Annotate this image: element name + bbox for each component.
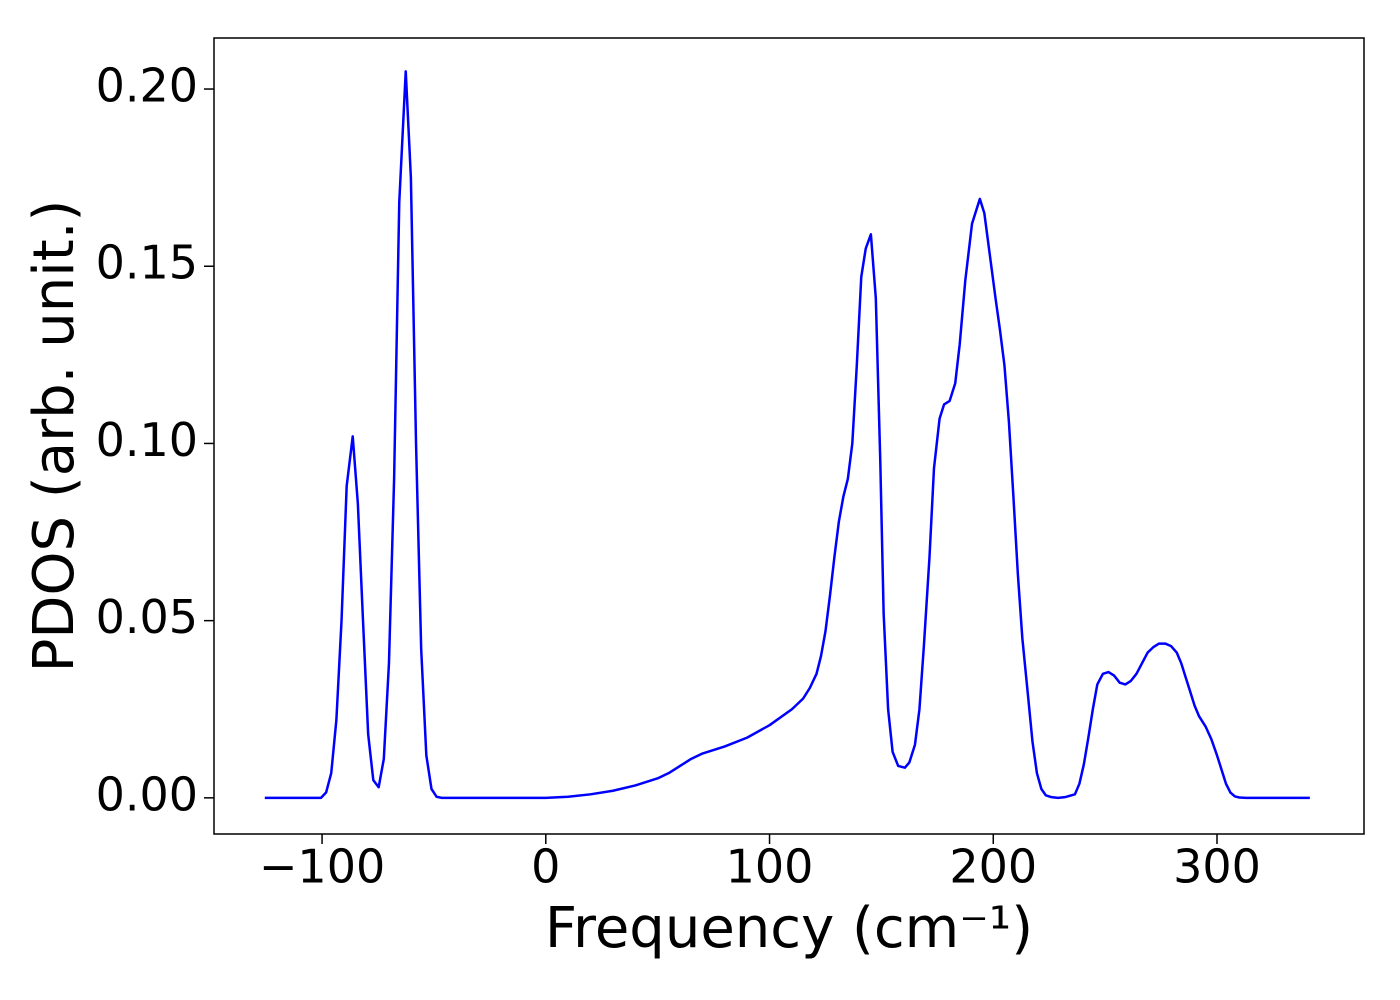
x-tick-label: 0 [531, 840, 560, 894]
plot-frame [213, 37, 1365, 835]
x-tick-label: 200 [949, 840, 1037, 894]
y-tick-label: 0.10 [96, 413, 198, 467]
y-tick-label: 0.00 [96, 767, 198, 821]
y-tick-label: 0.20 [96, 59, 198, 113]
x-tick-label: 300 [1173, 840, 1261, 894]
data-line [264, 70, 1310, 800]
y-axis-label: PDOS (arb. unit.) [22, 200, 87, 673]
x-tick-label: 100 [726, 840, 814, 894]
x-tick-label: −100 [259, 840, 385, 894]
x-axis-label: Frequency (cm⁻¹) [545, 896, 1033, 961]
y-tick-label: 0.05 [96, 590, 198, 644]
y-tick-label: 0.15 [96, 236, 198, 290]
